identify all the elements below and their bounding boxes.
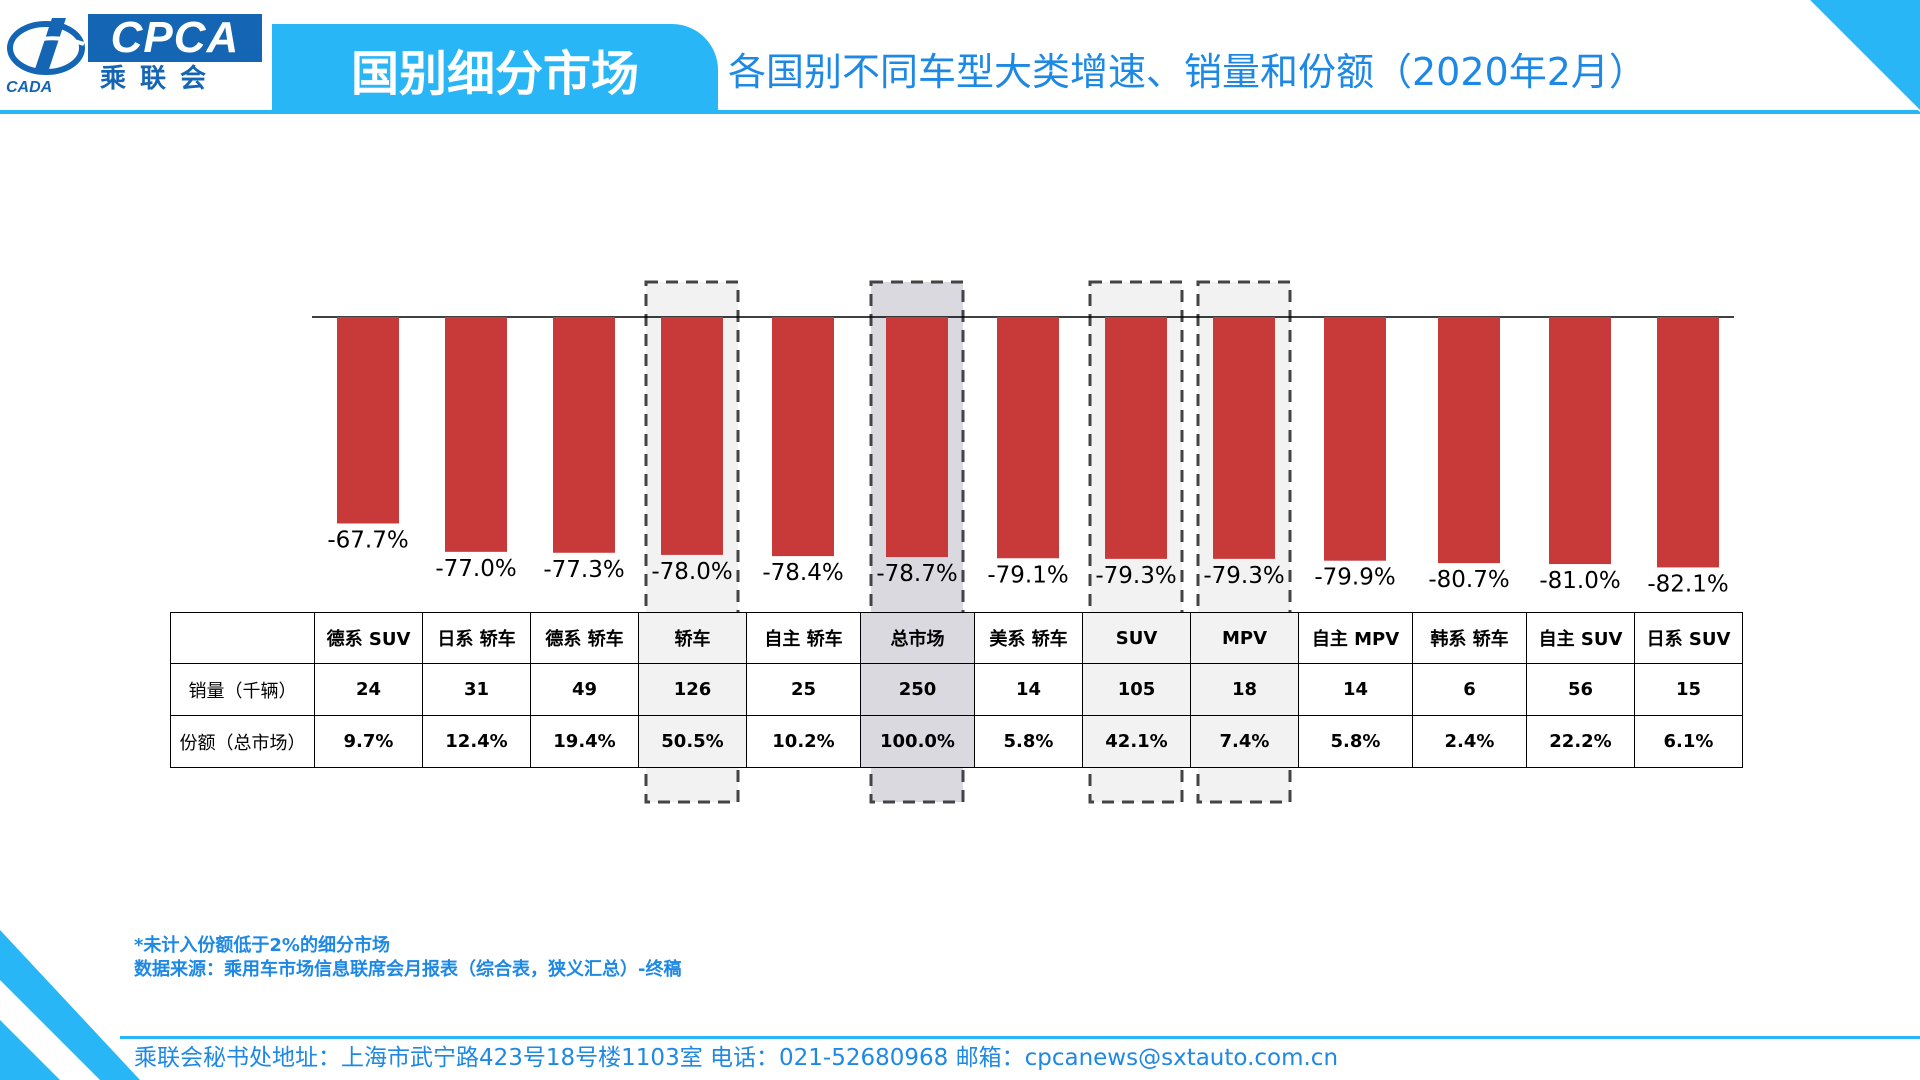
logo-cpca-text: CPCA: [88, 14, 262, 62]
footer-divider: [120, 1036, 1920, 1039]
category-header-row-cell: 德系 SUV: [314, 612, 423, 664]
value-label-4: -78.4%: [762, 560, 843, 586]
sales-row-cell: 24: [314, 663, 423, 716]
slide-title: 各国别不同车型大类增速、销量和份额（2020年2月）: [728, 50, 1647, 94]
value-label-1: -77.0%: [435, 556, 516, 582]
share-row-cell: 22.2%: [1526, 715, 1635, 768]
share-row: 份额（总市场） 9.7% 12.4% 19.4% 50.5% 10.2% 100.0% 5.8…: [170, 715, 1743, 768]
bar-2: [553, 317, 615, 553]
sales-row: 销量（千辆） 24 31 49 126 25 250 14 105 18 14 6 56 15: [170, 663, 1743, 716]
sales-row-cell: 15: [1634, 663, 1743, 716]
share-row-cell: 6.1%: [1634, 715, 1743, 768]
value-label-5: -78.7%: [876, 561, 957, 587]
value-label-8: -79.3%: [1203, 563, 1284, 589]
header-divider: [0, 110, 1920, 114]
sales-row-cell: 25: [746, 663, 861, 716]
bar-7: [1105, 317, 1167, 559]
category-header-row-cell: SUV: [1082, 612, 1191, 664]
value-label-6: -79.1%: [987, 562, 1068, 588]
corner-decoration-top-right: [1800, 0, 1920, 112]
category-header-row-cell: 自主 轿车: [746, 612, 861, 664]
sales-row-cell: 14: [974, 663, 1083, 716]
corner-decoration-bottom-left: [0, 930, 140, 1080]
category-header-row-label: [170, 612, 315, 664]
bar-1: [445, 317, 507, 552]
bar-3: [661, 317, 723, 555]
sales-row-cell: 31: [422, 663, 531, 716]
share-row-label: 份额（总市场）: [170, 715, 315, 768]
sales-row-label: 销量（千辆）: [170, 663, 315, 716]
category-header-row-cell: 自主 MPV: [1298, 612, 1413, 664]
cpca-emblem-icon: [7, 18, 85, 75]
category-header-row-cell: 日系 SUV: [1634, 612, 1743, 664]
bar-6: [997, 317, 1059, 559]
bar-8: [1213, 317, 1275, 559]
category-header-row: 德系 SUV 日系 轿车 德系 轿车 轿车 自主 轿车 总市场 美系 轿车 SUV MPV 自主 …: [170, 612, 1743, 664]
category-header-row-cell: 美系 轿车: [974, 612, 1083, 664]
share-row-cell: 42.1%: [1082, 715, 1191, 768]
section-title: 国别细分市场: [350, 46, 639, 102]
bar-9: [1324, 317, 1386, 561]
share-row-cell: 5.8%: [1298, 715, 1413, 768]
value-labels: -67.7% -77.0% -77.3% -78.0% -78.4% -78.7% -79.…: [327, 527, 1728, 597]
value-label-12: -82.1%: [1647, 571, 1728, 597]
value-label-7: -79.3%: [1095, 563, 1176, 589]
sales-row-cell: 49: [530, 663, 639, 716]
sales-row-cell: 56: [1526, 663, 1635, 716]
category-header-row-cell: 韩系 轿车: [1412, 612, 1527, 664]
footnote: *未计入份额低于2%的细分市场: [134, 935, 390, 956]
sales-row-cell: 18: [1190, 663, 1299, 716]
market-data-table: 德系 SUV 日系 轿车 德系 轿车 轿车 自主 轿车 总市场 美系 轿车 SUV MPV 自主 …: [170, 612, 1743, 768]
share-row-cell: 7.4%: [1190, 715, 1299, 768]
sales-row-cell: 126: [638, 663, 747, 716]
category-header-row-cell: 总市场: [860, 612, 975, 664]
sales-row-cell: 6: [1412, 663, 1527, 716]
bar-0: [337, 317, 399, 524]
sales-row-cell: 14: [1298, 663, 1413, 716]
value-label-2: -77.3%: [543, 557, 624, 583]
share-row-cell: 10.2%: [746, 715, 861, 768]
value-label-9: -79.9%: [1314, 565, 1395, 591]
bar-4: [772, 317, 834, 557]
value-label-0: -67.7%: [327, 527, 408, 553]
sales-row-cell: 250: [860, 663, 975, 716]
share-row-cell: 50.5%: [638, 715, 747, 768]
category-header-row-cell: MPV: [1190, 612, 1299, 664]
section-tab: [272, 24, 718, 114]
share-row-cell: 2.4%: [1412, 715, 1527, 768]
value-label-11: -81.0%: [1539, 568, 1620, 594]
cpca-logo: CPCA 乘联会 CADA: [0, 0, 270, 112]
bar-12: [1657, 317, 1719, 568]
category-header-row-cell: 自主 SUV: [1526, 612, 1635, 664]
value-label-10: -80.7%: [1428, 567, 1509, 593]
bar-10: [1438, 317, 1500, 564]
value-label-3: -78.0%: [651, 559, 732, 585]
category-header-row-cell: 德系 轿车: [530, 612, 639, 664]
bars: [337, 317, 1719, 568]
sales-row-cell: 105: [1082, 663, 1191, 716]
share-row-cell: 100.0%: [860, 715, 975, 768]
category-header-row-cell: 轿车: [638, 612, 747, 664]
logo-chinese-text: 乘联会: [100, 64, 221, 94]
share-row-cell: 5.8%: [974, 715, 1083, 768]
data-source-note: 数据来源：乘用车市场信息联席会月报表（综合表，狭义汇总）-终稿: [134, 959, 682, 980]
logo-cada-text: CADA: [6, 79, 53, 96]
bar-5: [886, 317, 948, 558]
share-row-cell: 12.4%: [422, 715, 531, 768]
share-row-cell: 19.4%: [530, 715, 639, 768]
bar-11: [1549, 317, 1611, 565]
share-row-cell: 9.7%: [314, 715, 423, 768]
footer-contact-info: 乘联会秘书处地址：上海市武宁路423号18号楼1103室 电话：021-5268…: [134, 1045, 1339, 1071]
category-header-row-cell: 日系 轿车: [422, 612, 531, 664]
